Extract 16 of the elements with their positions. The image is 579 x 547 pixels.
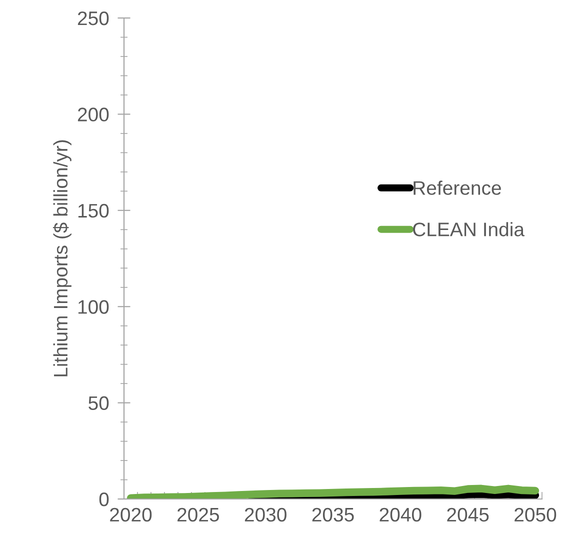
y-tick-label: 150	[78, 204, 109, 218]
x-tick-label: 2020	[110, 508, 152, 522]
y-tick-label: 0	[99, 492, 109, 506]
y-tick-label: 50	[88, 396, 109, 410]
x-tick-label: 2050	[514, 508, 556, 522]
legend-label: Reference	[414, 180, 501, 195]
x-tick-label: 2035	[312, 508, 354, 522]
y-tick-label: 200	[78, 108, 109, 122]
x-tick-label: 2025	[178, 508, 219, 522]
y-tick-label: 250	[78, 11, 109, 26]
x-tick-label: 2030	[244, 508, 286, 522]
y-axis-title: Lithium Imports ($ billion/yr)	[52, 140, 72, 376]
legend-label: CLEAN India	[413, 222, 524, 236]
x-tick-label: 2045	[447, 508, 489, 522]
x-tick-label: 2040	[380, 508, 422, 522]
y-tick-label: 100	[78, 300, 109, 314]
